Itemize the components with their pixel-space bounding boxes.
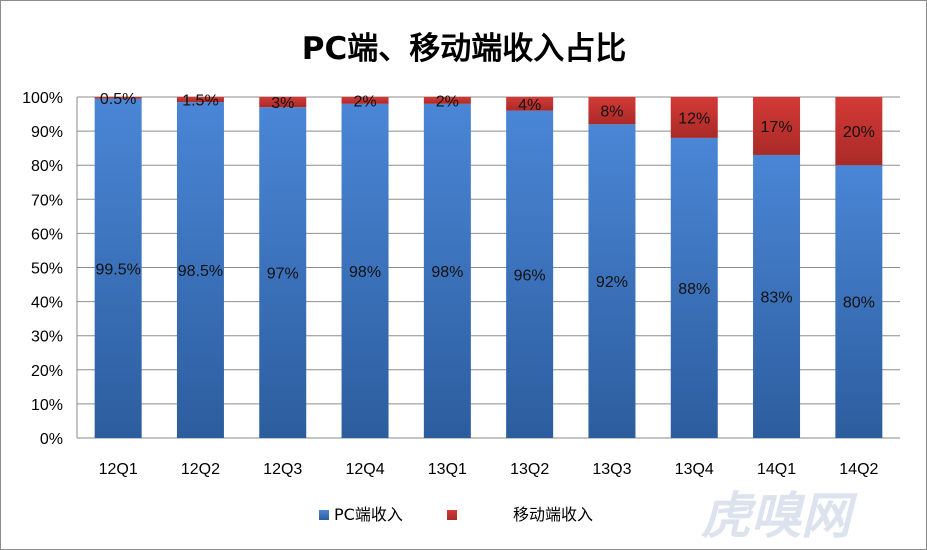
bar-mobile [259, 97, 307, 108]
x-tick-label: 12Q4 [345, 461, 384, 478]
bar-pc [670, 137, 718, 439]
data-label-mobile: 2% [353, 93, 376, 110]
bar-mobile [423, 97, 471, 104]
y-tick-label: 100% [22, 90, 63, 107]
data-label-pc: 83% [761, 289, 793, 306]
bar-pc [259, 107, 307, 438]
bars [94, 97, 883, 439]
y-tick-label: 70% [31, 192, 63, 209]
x-tick-label: 14Q1 [757, 461, 796, 478]
data-label-mobile: 17% [761, 119, 793, 136]
bar-pc [176, 102, 224, 439]
x-tick-label: 12Q2 [181, 461, 220, 478]
bar-mobile [506, 97, 554, 111]
x-tick-label: 12Q3 [263, 461, 302, 478]
bar-mobile [176, 97, 224, 103]
data-label-mobile: 3% [271, 95, 294, 112]
data-label-pc: 98.5% [178, 263, 223, 280]
bar-pc [94, 98, 142, 438]
y-tick-label: 60% [31, 226, 63, 243]
bar-mobile [94, 97, 142, 99]
y-tick-label: 50% [31, 261, 63, 278]
bar-mobile [753, 97, 801, 155]
y-tick-label: 80% [31, 158, 63, 175]
bar-mobile [835, 97, 883, 166]
data-label-mobile: 20% [843, 124, 875, 141]
x-tick-label: 13Q4 [675, 461, 714, 478]
bar-pc [835, 165, 883, 438]
legend: PC端收入 移动端收入 [319, 505, 593, 524]
x-tick-label: 13Q1 [428, 461, 467, 478]
bar-pc [341, 103, 389, 438]
y-tick-label: 10% [31, 397, 63, 414]
legend-swatch-pc [319, 510, 329, 520]
data-label-mobile: 1.5% [182, 93, 218, 110]
data-label-pc: 98% [431, 264, 463, 281]
bar-mobile [670, 97, 718, 138]
data-label-mobile: 0.5% [100, 91, 136, 108]
watermark: 虎嗅网 [701, 487, 858, 545]
data-label-pc: 98% [349, 264, 381, 281]
data-label-mobile: 4% [518, 97, 541, 114]
data-label-mobile: 12% [678, 110, 710, 127]
y-tick-label: 20% [31, 363, 63, 380]
legend-swatch-mobile [447, 510, 457, 520]
data-label-pc: 97% [267, 266, 299, 283]
x-axis-ticks: 12Q1 12Q2 12Q3 12Q4 13Q1 13Q2 13Q3 13Q4 14Q1 14Q2 [99, 461, 879, 478]
legend-label-pc: PC端收入 [334, 505, 403, 524]
bar-pc [423, 103, 471, 438]
x-tick-label: 14Q2 [839, 461, 878, 478]
data-label-mobile: 8% [600, 104, 623, 121]
bar-pc [588, 124, 636, 438]
chart-title: PC端、移动端收入占比 [302, 31, 626, 67]
data-label-pc: 99.5% [95, 261, 140, 278]
x-tick-label: 13Q2 [510, 461, 549, 478]
bar-mobile [341, 97, 389, 104]
x-tick-label: 12Q1 [99, 461, 138, 478]
y-tick-label: 40% [31, 295, 63, 312]
data-labels: 99.5% 0.5% 98.5% 1.5% 97% 3% 98% 2% 98% 2% 96% 4% 92… [95, 91, 874, 312]
y-axis-ticks: 0% 10% 20% 30% 40% 50% 60% 70% 80% 90% 100% [22, 90, 63, 448]
data-label-pc: 96% [514, 267, 546, 284]
legend-label-mobile: 移动端收入 [513, 505, 593, 524]
bar-pc [506, 110, 554, 438]
y-tick-label: 30% [31, 329, 63, 346]
bar-pc [753, 154, 801, 438]
data-label-pc: 80% [843, 295, 875, 312]
x-tick-label: 13Q3 [592, 461, 631, 478]
y-tick-label: 0% [40, 431, 63, 448]
data-label-pc: 88% [678, 281, 710, 298]
data-label-pc: 92% [596, 274, 628, 291]
y-tick-label: 90% [31, 124, 63, 141]
data-label-mobile: 2% [436, 93, 459, 110]
bar-mobile [588, 97, 636, 125]
